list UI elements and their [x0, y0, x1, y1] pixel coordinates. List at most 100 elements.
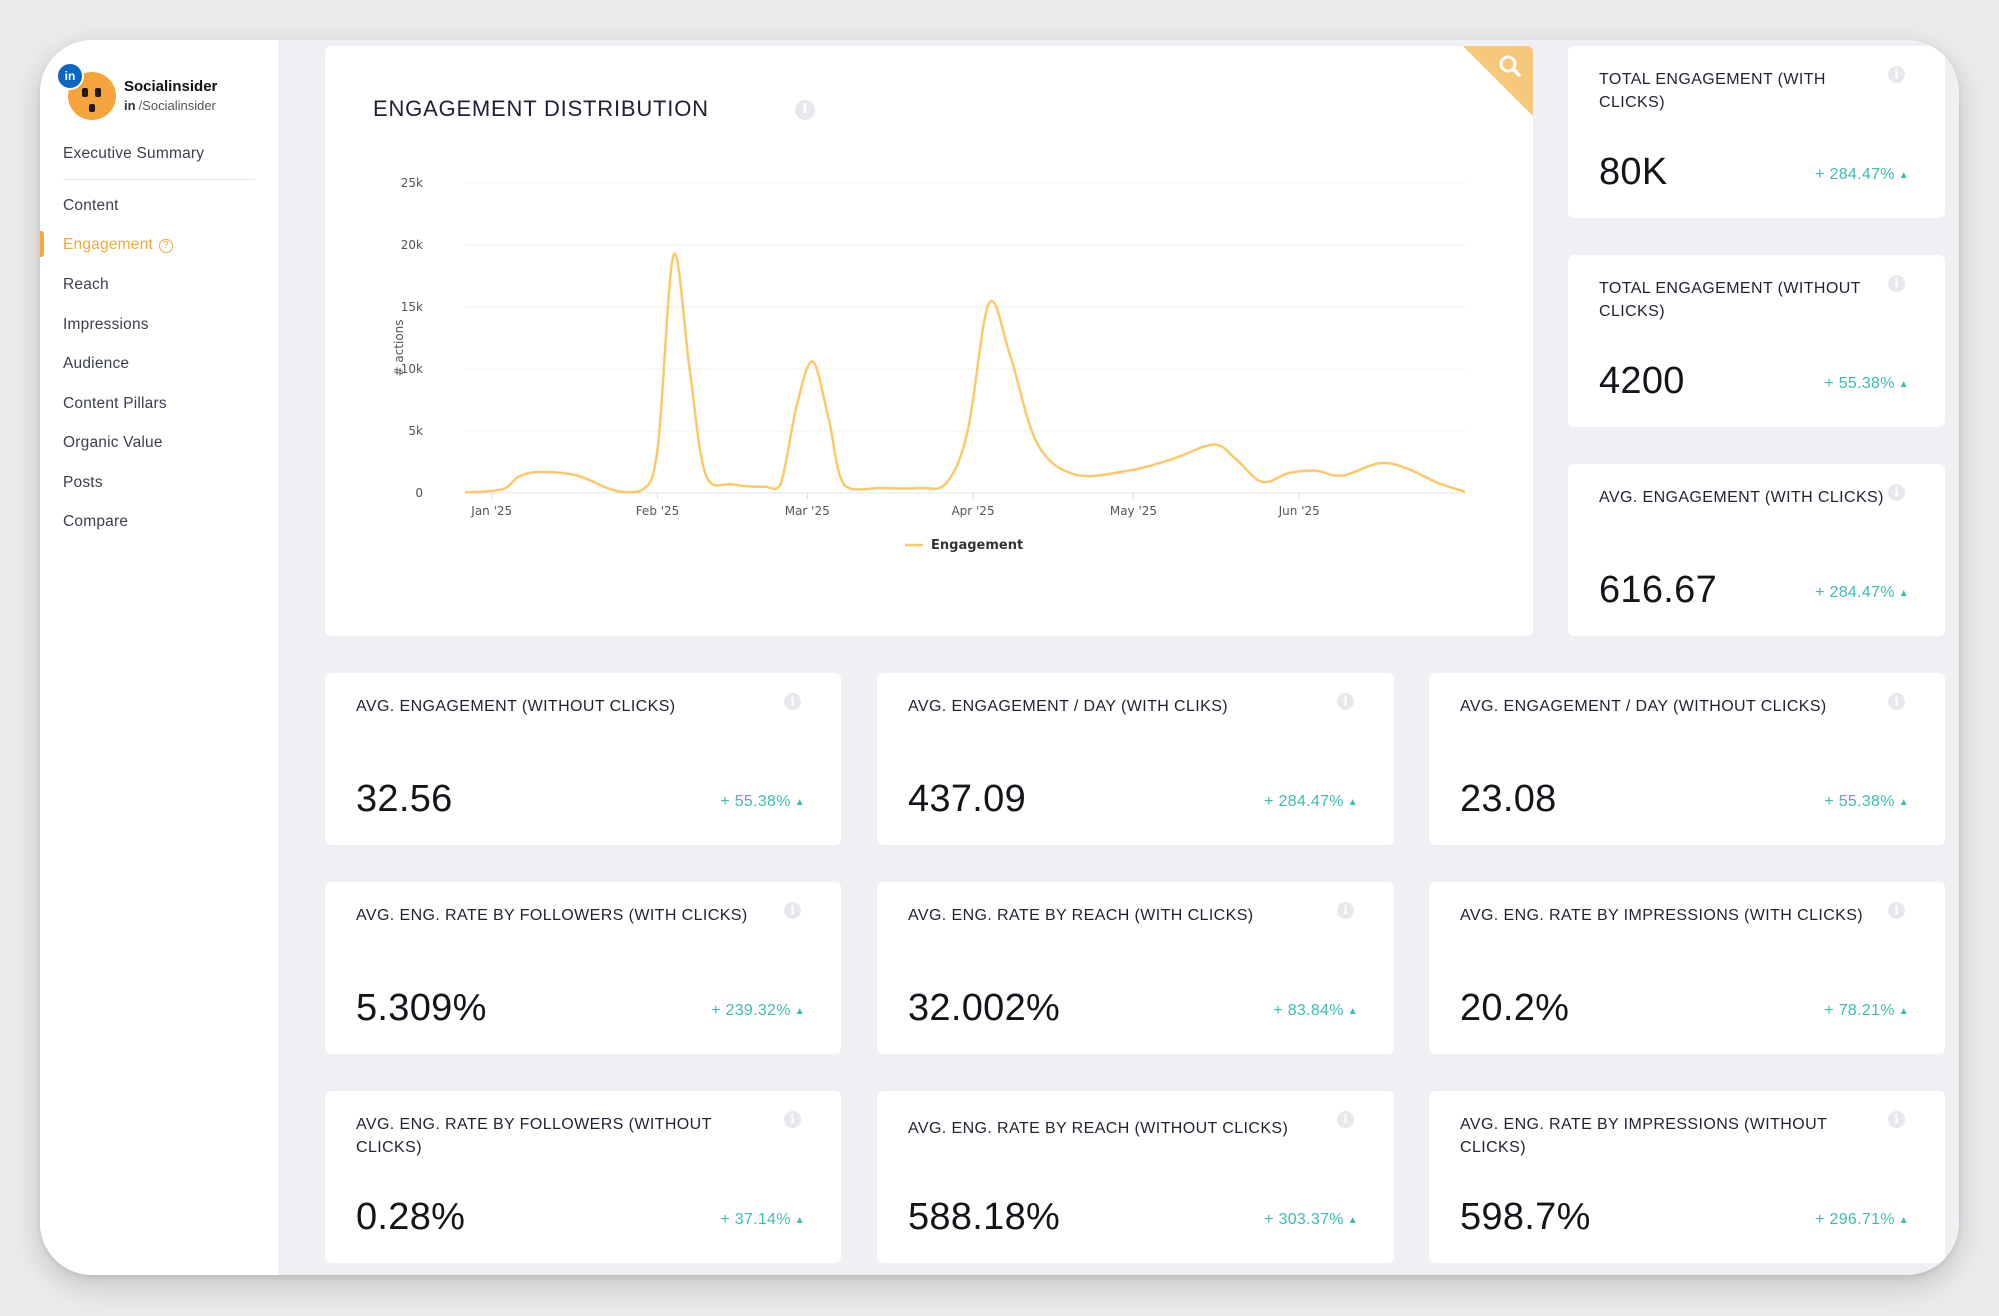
sidebar-item-engagement[interactable]: Engagement?: [63, 236, 173, 254]
kpi-value: 4200: [1599, 360, 1685, 402]
kpi-value: 616.67: [1599, 569, 1718, 611]
sidebar-item-executive-summary[interactable]: Executive Summary: [63, 145, 205, 162]
sidebar-item-impressions[interactable]: Impressions: [63, 316, 149, 333]
kpi-change: + 239.32% ▲: [711, 1002, 805, 1019]
info-icon[interactable]: i: [1337, 902, 1354, 919]
help-icon[interactable]: ?: [158, 239, 173, 253]
kpi-card: AVG. ENGAGEMENT (WITHOUT CLICKS) i 32.56…: [325, 673, 841, 845]
sidebar-item-posts[interactable]: Posts: [63, 474, 103, 491]
info-icon[interactable]: i: [1888, 66, 1905, 83]
kpi-change: + 284.47% ▲: [1815, 166, 1909, 183]
trend-up-icon: ▲: [1898, 797, 1909, 808]
kpi-value: 0.28%: [356, 1196, 466, 1238]
kpi-value: 32.56: [356, 778, 453, 820]
kpi-title: TOTAL ENGAGEMENT (WITH CLICKS): [1599, 71, 1826, 111]
info-icon[interactable]: i: [784, 902, 801, 919]
trend-up-icon: ▲: [1898, 1006, 1909, 1017]
kpi-card: TOTAL ENGAGEMENT (WITH CLICKS) i 80K + 2…: [1568, 46, 1945, 218]
sidebar-item-label: Engagement: [63, 236, 153, 253]
y-tick-label: 25k: [401, 176, 423, 190]
engagement-distribution-card: ENGAGEMENT DISTRIBUTION i 0 5k 10k 15k 20k 25…: [325, 46, 1533, 636]
kpi-title: AVG. ENGAGEMENT (WITHOUT CLICKS): [356, 698, 676, 715]
zoom-corner[interactable]: [1463, 46, 1533, 116]
kpi-title: AVG. ENGAGEMENT / DAY (WITH CLIKS): [908, 698, 1229, 715]
trend-up-icon: ▲: [1347, 1215, 1358, 1226]
kpi-value: 598.7%: [1460, 1196, 1591, 1238]
kpi-card: TOTAL ENGAGEMENT (WITHOUT CLICKS) i 4200…: [1568, 255, 1945, 427]
kpi-value: 32.002%: [908, 987, 1061, 1029]
info-icon[interactable]: i: [784, 1111, 801, 1128]
kpi-value: 20.2%: [1460, 987, 1570, 1029]
kpi-card: AVG. ENG. RATE BY FOLLOWERS (WITHOUT CLI…: [325, 1091, 841, 1263]
kpi-title: AVG. ENG. RATE BY IMPRESSIONS (WITH CLIC…: [1460, 907, 1864, 924]
sidebar-item-audience[interactable]: Audience: [63, 355, 130, 372]
y-tick-label: 15k: [401, 300, 423, 314]
kpi-card: AVG. ENG. RATE BY FOLLOWERS (WITH CLICKS…: [325, 882, 841, 1054]
kpi-value: 23.08: [1460, 778, 1557, 820]
kpi-change: + 284.47% ▲: [1815, 584, 1909, 601]
legend-label: Engagement: [931, 538, 1023, 553]
sidebar-item-reach[interactable]: Reach: [63, 276, 109, 293]
kpi-value: 5.309%: [356, 987, 487, 1029]
y-tick-label: 0: [415, 486, 423, 500]
trend-up-icon: ▲: [794, 1006, 805, 1017]
x-tick-label: May '25: [1110, 504, 1157, 518]
info-icon[interactable]: i: [1888, 275, 1905, 292]
linkedin-prefix: in: [124, 98, 136, 113]
profile-header[interactable]: in Socialinsider in/Socialinsider: [48, 54, 278, 120]
kpi-title: AVG. ENG. RATE BY REACH (WITHOUT CLICKS): [908, 1120, 1289, 1137]
kpi-change: + 55.38% ▲: [1824, 793, 1909, 810]
info-icon[interactable]: i: [784, 693, 801, 710]
kpi-card: AVG. ENGAGEMENT (WITH CLICKS) i 616.67 +…: [1568, 464, 1945, 636]
x-tick-label: Feb '25: [636, 504, 680, 518]
trend-up-icon: ▲: [794, 797, 805, 808]
trend-up-icon: ▲: [1898, 1215, 1909, 1226]
info-icon[interactable]: i: [1888, 902, 1905, 919]
kpi-value: 588.18%: [908, 1196, 1061, 1238]
kpi-change: + 78.21% ▲: [1824, 1002, 1909, 1019]
nav-divider: [63, 179, 255, 180]
kpi-title: AVG. ENG. RATE BY FOLLOWERS (WITH CLICKS…: [356, 907, 748, 924]
kpi-change: + 296.71% ▲: [1815, 1211, 1909, 1228]
kpi-change: + 303.37% ▲: [1264, 1211, 1358, 1228]
kpi-change: + 55.38% ▲: [1824, 375, 1909, 392]
y-tick-label: 10k: [401, 362, 423, 376]
info-icon[interactable]: i: [795, 100, 815, 120]
kpi-change: + 83.84% ▲: [1273, 1002, 1358, 1019]
kpi-title: AVG. ENGAGEMENT (WITH CLICKS): [1599, 489, 1884, 506]
info-icon[interactable]: i: [1337, 693, 1354, 710]
trend-up-icon: ▲: [1898, 588, 1909, 599]
kpi-card: AVG. ENG. RATE BY IMPRESSIONS (WITHOUT C…: [1429, 1091, 1945, 1263]
search-icon[interactable]: [1495, 52, 1525, 82]
info-icon[interactable]: i: [1888, 484, 1905, 501]
kpi-title: TOTAL ENGAGEMENT (WITHOUT CLICKS): [1599, 280, 1861, 320]
kpi-change: + 37.14% ▲: [720, 1211, 805, 1228]
trend-up-icon: ▲: [1347, 797, 1358, 808]
engagement-chart[interactable]: 0 5k 10k 15k 20k 25k Jan '25 Feb '25 Mar '25 Apr …: [325, 46, 1533, 636]
info-icon[interactable]: i: [1337, 1111, 1354, 1128]
info-icon[interactable]: i: [1888, 693, 1905, 710]
profile-handle: in/Socialinsider: [124, 98, 216, 113]
trend-up-icon: ▲: [794, 1215, 805, 1226]
active-indicator: [40, 231, 44, 257]
linkedin-icon: in: [56, 62, 84, 90]
sidebar-item-content[interactable]: Content: [63, 197, 119, 214]
y-tick-label: 5k: [408, 424, 423, 438]
sidebar: in Socialinsider in/Socialinsider Execut…: [40, 40, 278, 1275]
sidebar-item-organic-value[interactable]: Organic Value: [63, 434, 163, 451]
kpi-card: AVG. ENG. RATE BY IMPRESSIONS (WITH CLIC…: [1429, 882, 1945, 1054]
x-tick-label: Jan '25: [470, 504, 512, 518]
x-tick-label: Apr '25: [951, 504, 994, 518]
chart-title: ENGAGEMENT DISTRIBUTION: [373, 96, 709, 121]
sidebar-item-content-pillars[interactable]: Content Pillars: [63, 395, 167, 412]
kpi-card: AVG. ENG. RATE BY REACH (WITH CLICKS) i …: [877, 882, 1394, 1054]
info-icon[interactable]: i: [1888, 1111, 1905, 1128]
kpi-change: + 284.47% ▲: [1264, 793, 1358, 810]
profile-name: Socialinsider: [124, 78, 218, 95]
sidebar-item-compare[interactable]: Compare: [63, 513, 129, 530]
trend-up-icon: ▲: [1898, 379, 1909, 390]
trend-up-icon: ▲: [1347, 1006, 1358, 1017]
series-line-engagement: [464, 252, 1466, 494]
kpi-title: AVG. ENG. RATE BY IMPRESSIONS (WITHOUT C…: [1460, 1116, 1827, 1156]
app-window: in Socialinsider in/Socialinsider Execut…: [40, 40, 1959, 1275]
